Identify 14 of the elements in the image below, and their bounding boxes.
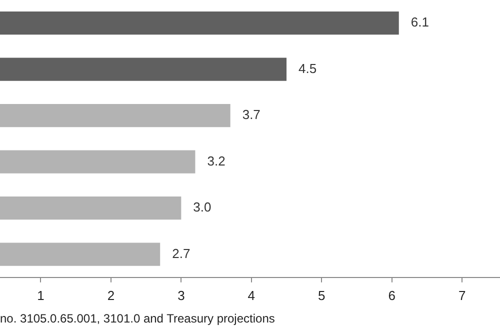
- x-tick-label: 4: [248, 288, 256, 303]
- x-tick-label: 1: [37, 288, 44, 303]
- x-tick-label: 7: [458, 288, 466, 303]
- x-tick-label: 5: [318, 288, 326, 303]
- data-label: 3.2: [207, 153, 226, 168]
- text: no. 3105.0.65.001, 3101.0 and Treasury projections: [0, 311, 275, 326]
- x-tick-label: 6: [388, 288, 396, 303]
- data-label: 4.5: [298, 60, 317, 76]
- data-label: 3.0: [193, 200, 212, 215]
- data-label: 2.7: [172, 246, 190, 261]
- x-tick-label: 3: [178, 288, 185, 303]
- data-label: 3.7: [242, 107, 260, 122]
- data-label: 6.1: [410, 14, 429, 30]
- x-tick-label: 2: [107, 288, 115, 303]
